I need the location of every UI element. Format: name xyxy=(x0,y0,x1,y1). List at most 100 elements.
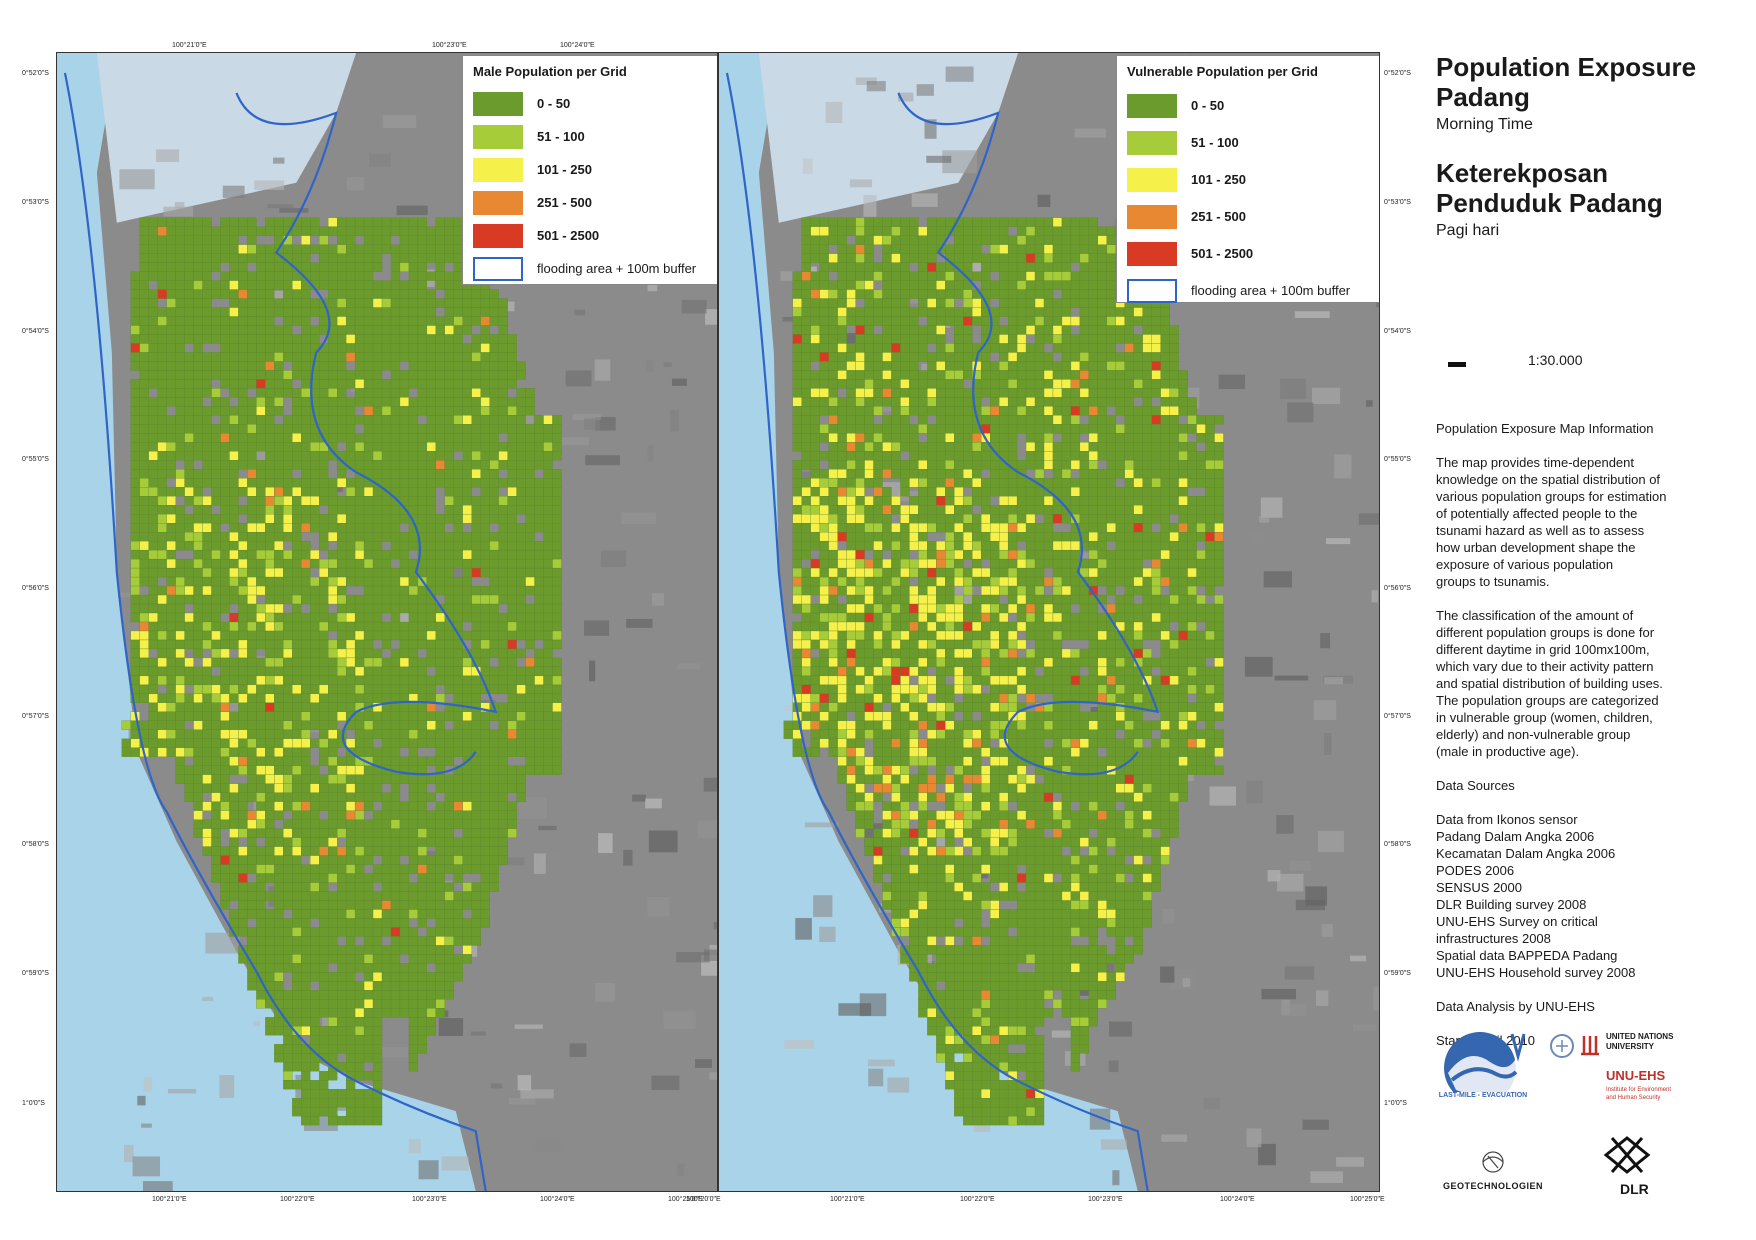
grid-cell xyxy=(435,361,445,371)
grid-cell xyxy=(220,855,230,865)
grid-cell xyxy=(417,954,428,964)
grid-cell xyxy=(381,478,392,488)
grid-cell xyxy=(229,406,239,416)
grid-cell xyxy=(543,532,553,542)
legend-item: 51 - 100 xyxy=(473,120,707,153)
grid-cell xyxy=(274,675,284,686)
grid-cell xyxy=(453,900,463,910)
grid-cell xyxy=(819,397,829,407)
grid-cell xyxy=(399,532,410,542)
grid-cell xyxy=(1124,397,1134,407)
grid-cell xyxy=(283,864,293,874)
grid-cell xyxy=(274,1053,284,1063)
grid-cell xyxy=(1061,388,1072,398)
grid-cell xyxy=(999,289,1009,299)
grid-cell xyxy=(265,298,275,308)
grid-cell xyxy=(1043,352,1054,362)
grid-cell xyxy=(202,325,212,335)
grid-cell xyxy=(963,325,973,335)
grid-cell xyxy=(220,648,230,659)
grid-cell xyxy=(220,711,230,721)
grid-cell xyxy=(525,702,535,712)
grid-cell xyxy=(417,1044,428,1054)
grid-cell xyxy=(148,558,158,569)
grid-cell xyxy=(139,262,149,272)
grid-cell xyxy=(417,469,428,479)
grid-cell xyxy=(372,828,383,838)
grid-cell xyxy=(1079,379,1090,389)
grid-cell xyxy=(873,451,883,461)
grid-cell xyxy=(426,235,437,245)
grid-cell xyxy=(1115,451,1125,461)
grid-cell xyxy=(381,801,392,811)
grid-cell xyxy=(1106,352,1116,362)
grid-cell xyxy=(363,711,374,721)
grid-cell xyxy=(157,352,167,362)
grid-cell xyxy=(372,972,383,982)
grid-cell xyxy=(381,594,392,605)
map-vulnerable-population[interactable]: Vulnerable Population per Grid 0 - 50 51 … xyxy=(718,52,1380,1192)
grid-cell xyxy=(954,289,964,299)
grid-cell xyxy=(489,783,499,793)
grid-cell xyxy=(211,621,221,632)
grid-cell xyxy=(525,549,535,560)
grid-cell xyxy=(274,576,284,587)
grid-cell xyxy=(328,819,338,829)
grid-cell xyxy=(954,442,964,452)
grid-cell xyxy=(963,424,973,434)
grid-cell xyxy=(175,433,185,443)
grid-cell xyxy=(981,388,991,398)
grid-cell xyxy=(534,576,544,587)
grid-cell xyxy=(372,873,383,883)
grid-cell xyxy=(882,415,892,425)
grid-cell xyxy=(229,532,239,542)
grid-cell xyxy=(1106,388,1116,398)
grid-cell xyxy=(301,361,311,371)
grid-cell xyxy=(381,900,392,910)
grid-cell xyxy=(265,567,275,578)
grid-cell xyxy=(1097,235,1107,245)
map-male-population[interactable]: Male Population per Grid 0 - 50 51 - 100 1… xyxy=(56,52,718,1192)
grid-cell xyxy=(211,837,221,847)
grid-cell xyxy=(283,765,293,775)
grid-cell xyxy=(337,244,347,254)
grid-cell xyxy=(211,289,221,299)
grid-cell xyxy=(507,765,517,775)
grid-cell xyxy=(1106,370,1116,380)
grid-cell xyxy=(837,352,847,362)
grid-cell xyxy=(552,478,562,488)
grid-cell xyxy=(345,451,356,461)
grid-cell xyxy=(292,630,302,641)
grid-cell xyxy=(507,424,517,434)
legend-swatch xyxy=(473,223,523,248)
grid-cell xyxy=(220,487,230,497)
grid-cell xyxy=(345,648,356,659)
grid-cell xyxy=(319,882,329,892)
grid-cell xyxy=(372,325,383,335)
grid-cell xyxy=(408,478,419,488)
grid-cell xyxy=(1124,415,1134,425)
imagery-patch xyxy=(1218,374,1246,390)
grid-cell xyxy=(435,253,445,263)
grid-cell xyxy=(534,693,544,704)
grid-cell xyxy=(810,253,820,263)
grid-cell xyxy=(256,415,266,425)
grid-cell xyxy=(345,603,356,614)
grid-cell xyxy=(354,630,365,641)
grid-cell xyxy=(354,253,365,263)
grid-cell xyxy=(1097,271,1107,281)
grid-cell xyxy=(157,244,167,254)
grid-cell xyxy=(525,433,535,443)
grid-cell xyxy=(139,487,149,497)
grid-cell xyxy=(265,442,275,452)
grid-cell xyxy=(390,945,401,955)
grid-cell xyxy=(247,316,257,326)
grid-cell xyxy=(193,244,203,254)
grid-cell xyxy=(337,873,347,883)
grid-cell xyxy=(1115,442,1125,452)
grid-cell xyxy=(882,442,892,452)
grid-cell xyxy=(1178,433,1188,443)
grid-cell xyxy=(507,576,517,587)
grid-cell xyxy=(354,1044,365,1054)
grid-cell xyxy=(855,343,865,353)
